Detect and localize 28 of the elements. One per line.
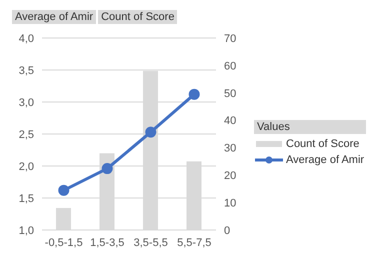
y-tick-label: 1,0: [18, 224, 34, 237]
y2-tick-label: 20: [224, 170, 236, 182]
y-tick-label: 1,5: [18, 192, 34, 205]
x-tick-label: 3,5-5,5: [134, 236, 168, 249]
text: Average of Amir: [12, 10, 96, 24]
y2-tick-label: 70: [224, 32, 236, 45]
legend-title: Values: [254, 120, 366, 134]
x-tick-label: -0,5-1,5: [44, 236, 83, 249]
y-tick-label: 3,5: [18, 64, 34, 77]
y2-tick-label: 30: [224, 142, 236, 155]
point: [58, 184, 70, 196]
text: Count of Score: [98, 10, 178, 24]
x-tick-label: 5,5-7,5: [177, 236, 212, 249]
point: [102, 163, 113, 174]
y2-tick-label: 10: [224, 197, 236, 210]
y2-tick-label: 60: [224, 60, 236, 72]
legend-label: Count of Score: [286, 138, 360, 150]
point: [145, 126, 156, 138]
y-tick-label: 4,0: [18, 32, 34, 45]
y-tick-label: 2,5: [18, 128, 34, 141]
y2-tick-label: 0: [224, 224, 230, 237]
x-tick-label: 1,5-3,5: [90, 236, 124, 249]
legend-label: Average of Amir: [286, 154, 364, 166]
y2-tick-label: 50: [224, 88, 236, 100]
y-tick-label: 2,0: [18, 160, 34, 173]
y-tick-label: 3,0: [18, 96, 34, 109]
y2-tick-label: 40: [224, 115, 236, 128]
point: [188, 88, 200, 100]
